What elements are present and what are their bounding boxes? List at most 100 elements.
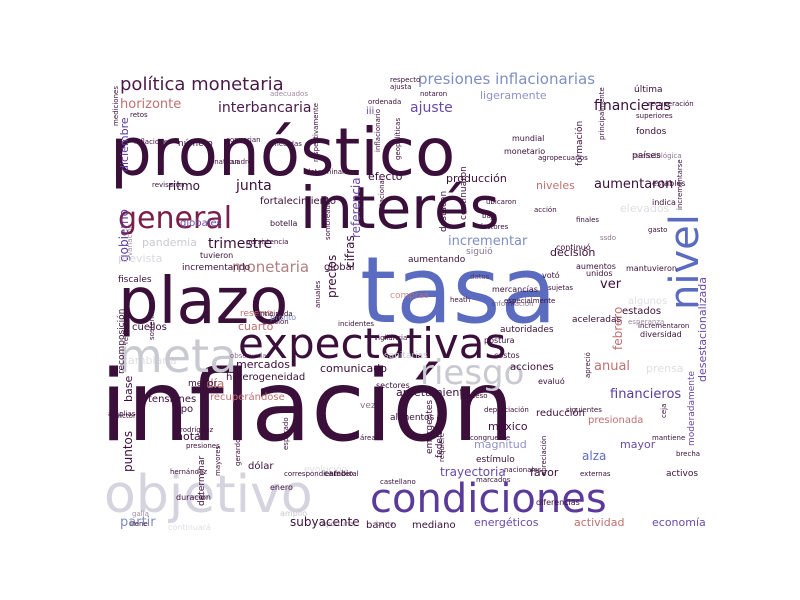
cloud-word: indica [652, 198, 676, 207]
cloud-word: méxico [488, 420, 528, 433]
cloud-word: activos [666, 469, 698, 479]
cloud-word: votó [542, 270, 560, 280]
cloud-word: notaron [420, 90, 447, 98]
cloud-word: enero [270, 483, 293, 492]
cloud-word: geopolíticas [394, 118, 402, 160]
cloud-word: evolución [304, 464, 347, 475]
cloud-word: inflacionario [374, 109, 382, 152]
cloud-word: requiere [438, 433, 446, 462]
cloud-word: correspondiente [284, 470, 341, 478]
cloud-word: recomposición [116, 309, 127, 374]
cloud-word: aumentos [576, 262, 616, 271]
cloud-word: acciones [510, 362, 554, 373]
cloud-word: cuadro [228, 158, 252, 166]
cloud-word: variación [126, 224, 134, 256]
cloud-word: tasa [360, 237, 557, 344]
cloud-word: retos [130, 111, 148, 119]
cloud-word: interbancaria [218, 100, 311, 116]
cloud-word: formación [574, 121, 585, 166]
cloud-word: energéticos [474, 516, 539, 529]
cloud-word: externas [580, 470, 611, 478]
cloud-word: nivel [662, 214, 708, 310]
cloud-word: prensa [646, 362, 683, 375]
cloud-word: mantiene [652, 434, 685, 442]
cloud-word: reducción [536, 407, 585, 419]
cloud-word: información [492, 300, 534, 308]
cloud-word: agropecuarios [538, 154, 588, 162]
cloud-word: presiones [186, 442, 220, 450]
cloud-word: compras [390, 291, 429, 301]
cloud-word: baja [482, 212, 497, 220]
cloud-word: sectores [376, 381, 410, 390]
cloud-word: nacionales [504, 466, 542, 474]
cloud-word: ssdo [600, 234, 616, 242]
cloud-word: superiores [636, 112, 673, 120]
cloud-word: apreciación [540, 436, 548, 476]
cloud-word: siguientes [566, 406, 602, 414]
cloud-word: mediano [412, 520, 456, 531]
cloud-word: sanitarias [384, 351, 428, 361]
cloud-word: persistencia [246, 238, 288, 246]
cloud-word: incrementando [182, 263, 251, 273]
cloud-word: marcados [476, 476, 511, 484]
cloud-word: datos [470, 273, 490, 281]
cloud-word: mediciones [112, 86, 120, 126]
cloud-word: anticipada [256, 310, 293, 318]
cloud-word: adecuados [270, 90, 308, 98]
cloud-word: estacional [378, 178, 386, 214]
cloud-word: borja [376, 520, 394, 528]
cloud-word: dólar [248, 460, 274, 472]
cloud-word: mercados [236, 358, 290, 371]
cloud-word: financieras [594, 98, 671, 114]
cloud-word: respecto [390, 76, 420, 84]
cloud-word: actividad [574, 516, 624, 529]
cloud-word: diversidad [640, 330, 682, 339]
cloud-word: referencia [349, 177, 363, 238]
cloud-word: botella [270, 219, 297, 228]
cloud-word: metodológica [634, 152, 682, 160]
cloud-word: recuperándose [210, 391, 285, 403]
cloud-word: rodríguez [180, 426, 213, 434]
cloud-word: prevista [118, 252, 162, 265]
cloud-word: vigilancia [374, 334, 407, 342]
cloud-word: moderadamente [687, 370, 697, 446]
cloud-word: depreciación [484, 406, 529, 414]
cloud-word: ver [600, 277, 622, 292]
cloud-word: apreció [584, 352, 592, 378]
cloud-word: última [634, 85, 663, 95]
cloud-word: diferencias [536, 498, 580, 507]
cloud-word: congruente [470, 434, 510, 442]
cloud-word: objetivo [104, 465, 313, 525]
cloud-word: meta [118, 329, 237, 383]
cloud-word: incrementar [448, 234, 528, 249]
cloud-word: revisaron [152, 181, 185, 189]
cloud-word: iii [366, 106, 374, 117]
cloud-word: ordenada [368, 98, 401, 106]
cloud-word: brecha [676, 450, 700, 458]
cloud-word: galia [132, 510, 149, 518]
cloud-word: victoria [116, 412, 142, 420]
cloud-word: emergentes [425, 400, 435, 454]
cloud-word: junta [235, 178, 272, 194]
cloud-word: postura [484, 336, 515, 345]
cloud-word: condiciones [370, 476, 607, 522]
cloud-word: alza [582, 449, 606, 463]
cloud-word: banco [366, 520, 396, 531]
cloud-word: siguió [466, 246, 493, 257]
cloud-word: febrero [611, 307, 625, 350]
cloud-word: monetaria [232, 258, 309, 276]
cloud-word: converjan [226, 136, 261, 144]
cloud-word: determinantes [306, 168, 358, 176]
cloud-word: fiscales [118, 275, 152, 285]
cloud-word: presionada [588, 415, 643, 426]
cloud-word: decisión [550, 246, 595, 259]
cloud-word: base [122, 376, 135, 402]
cloud-word: ubicaron [486, 198, 516, 206]
cloud-word: determinar [197, 456, 207, 506]
cloud-word: trayectoria [440, 465, 506, 479]
cloud-word: estímulo [476, 455, 515, 465]
cloud-word: federal [334, 470, 359, 478]
cloud-word: autoridades [500, 325, 554, 335]
cloud-word: trimestre [208, 236, 272, 252]
